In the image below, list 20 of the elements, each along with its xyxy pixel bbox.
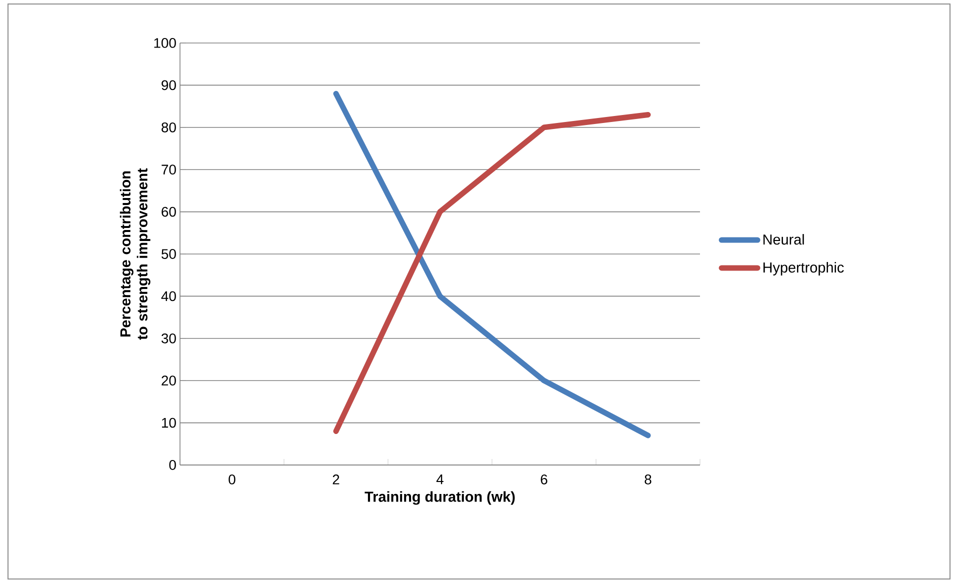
x-tick-label: 8 <box>644 474 652 484</box>
y-tick-label: 100 <box>154 38 176 48</box>
x-tick-label: 6 <box>540 474 548 484</box>
y-tick-label: 60 <box>162 206 176 217</box>
legend-label: Hypertrophic <box>763 262 844 276</box>
y-tick-label: 90 <box>162 80 176 90</box>
x-tick-label: 2 <box>332 474 340 484</box>
y-tick-label: 20 <box>162 376 176 386</box>
y-tick-label: 10 <box>162 418 176 428</box>
y-tick-label: 70 <box>162 164 176 175</box>
y-tick-label: 80 <box>162 122 176 132</box>
x-tick-label: 4 <box>436 474 444 484</box>
x-tick-label: 0 <box>228 474 236 484</box>
legend-label: Neural <box>763 234 804 245</box>
y-axis-title: Percentage contribution to strength improvement <box>120 168 150 340</box>
y-tick-label: 40 <box>161 291 176 302</box>
x-axis-title: Training duration (wk) <box>364 491 515 505</box>
y-tick-label: 50 <box>162 249 176 259</box>
y-tick-label: 30 <box>162 333 176 344</box>
y-tick-label: 0 <box>169 460 176 470</box>
